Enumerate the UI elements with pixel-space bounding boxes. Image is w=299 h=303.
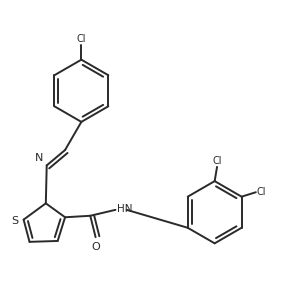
Text: Cl: Cl bbox=[77, 34, 86, 44]
Text: Cl: Cl bbox=[212, 156, 222, 166]
Text: Cl: Cl bbox=[257, 187, 266, 197]
Text: S: S bbox=[12, 216, 19, 226]
Text: HN: HN bbox=[117, 204, 132, 214]
Text: N: N bbox=[34, 153, 43, 163]
Text: O: O bbox=[91, 242, 100, 252]
